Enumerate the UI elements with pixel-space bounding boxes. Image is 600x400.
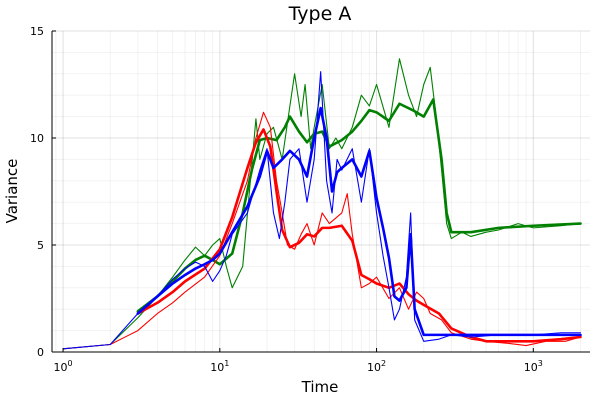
series-line-1 (136, 98, 582, 313)
y-tick-label: 5 (37, 239, 44, 252)
series-line-0 (62, 58, 582, 350)
series-line-3 (136, 128, 582, 343)
y-tick-label: 10 (30, 132, 44, 145)
grid (52, 30, 590, 353)
x-tick-label: 102 (367, 359, 386, 374)
chart-title: Type A (288, 3, 352, 25)
y-tick-label: 0 (37, 346, 44, 359)
y-axis-label: Variance (3, 159, 21, 224)
y-tick-label: 15 (30, 25, 44, 38)
tick-labels: 0 5 10 15 100 101 102 103 (30, 25, 543, 374)
series-line-5 (136, 106, 582, 337)
x-tick-label: 101 (210, 359, 229, 374)
x-tick-label: 103 (524, 359, 543, 374)
x-axis-label: Time (301, 378, 339, 396)
x-tick-label: 100 (54, 359, 73, 374)
axes (51, 31, 590, 353)
series-layer (62, 58, 582, 350)
series-line-2 (62, 111, 582, 350)
